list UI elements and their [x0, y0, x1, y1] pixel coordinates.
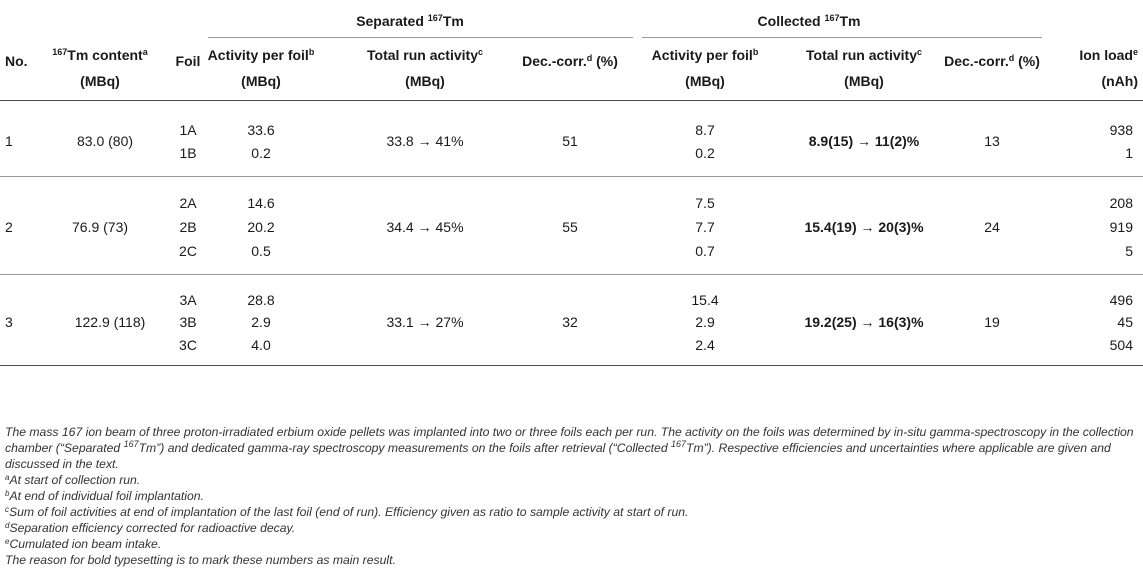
cell-ion: 504: [1109, 337, 1133, 353]
footnote-c: cSum of foil activities at end of implan…: [5, 505, 689, 519]
row-divider: [0, 274, 1143, 275]
footnote-b: bAt end of individual foil implantation.: [5, 489, 204, 503]
cell-ion: 45: [1117, 314, 1133, 330]
cell-foil: 2C: [179, 243, 197, 259]
col-header-foil: Foil: [175, 53, 201, 69]
header-rule: [0, 100, 1143, 101]
col-header-content-unit: (MBq): [80, 73, 120, 89]
cell-content: 83.0 (80): [76, 133, 134, 149]
col-header-content: 167Tm contenta: [52, 47, 148, 63]
col-header-sep-dec: Dec.-corr.d (%): [522, 53, 618, 69]
cell-foil: 3C: [179, 337, 197, 353]
cell-col-activity: 0.7: [695, 243, 715, 259]
cell-col-total: 19.2(25) → 16(3)%: [804, 314, 924, 330]
cell-ion: 1: [1125, 145, 1133, 161]
cell-no: 1: [5, 133, 13, 149]
cell-sep-activity: 20.2: [247, 219, 275, 235]
cell-content: 122.9 (118): [74, 314, 146, 330]
cell-sep-activity: 4.0: [251, 337, 271, 353]
cell-ion: 919: [1109, 219, 1133, 235]
group-rule-separated: [208, 37, 633, 38]
cell-ion: 5: [1125, 243, 1133, 259]
table-bottom-rule: [0, 365, 1143, 366]
col-header-col-total-unit: (MBq): [844, 73, 884, 89]
cell-ion: 208: [1109, 195, 1133, 211]
cell-sep-activity: 0.2: [251, 145, 271, 161]
table-notes: The mass 167 ion beam of three proton-ir…: [5, 424, 1137, 568]
cell-content: 76.9 (73): [71, 219, 129, 235]
cell-col-dec: 24: [984, 219, 1000, 235]
cell-col-activity: 8.7: [695, 122, 715, 138]
cell-col-total: 8.9(15) → 11(2)%: [808, 133, 920, 149]
group-rule-collected: [642, 37, 1042, 38]
col-header-col-activity: Activity per foilb: [651, 47, 759, 63]
cell-col-activity: 0.2: [695, 145, 715, 161]
cell-ion: 496: [1109, 292, 1133, 308]
cell-col-dec: 19: [984, 314, 1000, 330]
cell-sep-dec: 51: [562, 133, 578, 149]
row-divider: [0, 176, 1143, 177]
cell-foil: 1B: [179, 145, 197, 161]
cell-no: 3: [5, 314, 13, 330]
group-header-separated: Separated 167Tm: [356, 13, 464, 29]
cell-foil: 3A: [179, 292, 197, 308]
col-header-sep-activity: Activity per foilb: [207, 47, 315, 63]
col-header-ion: Ion loade: [1079, 47, 1138, 63]
footnote-a: aAt start of collection run.: [5, 473, 141, 487]
table-caption: The mass 167 ion beam of three proton-ir…: [5, 425, 1134, 471]
cell-sep-activity: 0.5: [251, 243, 271, 259]
cell-sep-dec: 32: [562, 314, 578, 330]
col-header-col-dec: Dec.-corr.d (%): [944, 53, 1040, 69]
cell-sep-activity: 2.9: [251, 314, 271, 330]
cell-col-total: 15.4(19) → 20(3)%: [804, 219, 924, 235]
group-header-collected: Collected 167Tm: [757, 13, 861, 29]
cell-foil: 1A: [179, 122, 197, 138]
cell-col-activity: 15.4: [691, 292, 719, 308]
footnote-d: dSeparation efficiency corrected for rad…: [5, 521, 296, 535]
col-header-no: No.: [5, 53, 28, 69]
cell-col-dec: 13: [984, 133, 1000, 149]
cell-sep-dec: 55: [562, 219, 578, 235]
cell-sep-total: 34.4 → 45%: [386, 219, 464, 235]
cell-col-activity: 7.5: [695, 195, 715, 211]
cell-foil: 2A: [179, 195, 197, 211]
cell-foil: 3B: [179, 314, 197, 330]
col-header-col-total: Total run activityc: [806, 47, 922, 63]
cell-col-activity: 2.4: [695, 337, 715, 353]
cell-sep-activity: 28.8: [247, 292, 275, 308]
cell-col-activity: 2.9: [695, 314, 715, 330]
bold-note: The reason for bold typesetting is to ma…: [5, 553, 396, 567]
col-header-col-activity-unit: (MBq): [685, 73, 725, 89]
cell-sep-total: 33.8 → 41%: [386, 133, 464, 149]
cell-sep-activity: 33.6: [247, 122, 275, 138]
col-header-sep-activity-unit: (MBq): [241, 73, 281, 89]
col-header-sep-total-unit: (MBq): [405, 73, 445, 89]
footnote-e: eCumulated ion beam intake.: [5, 537, 162, 551]
cell-col-activity: 7.7: [695, 219, 715, 235]
cell-no: 2: [5, 219, 13, 235]
cell-ion: 938: [1109, 122, 1133, 138]
cell-foil: 2B: [179, 219, 197, 235]
col-header-ion-unit: (nAh): [1101, 73, 1138, 89]
cell-sep-activity: 14.6: [247, 195, 275, 211]
col-header-sep-total: Total run activityc: [367, 47, 483, 63]
cell-sep-total: 33.1 → 27%: [386, 314, 464, 330]
